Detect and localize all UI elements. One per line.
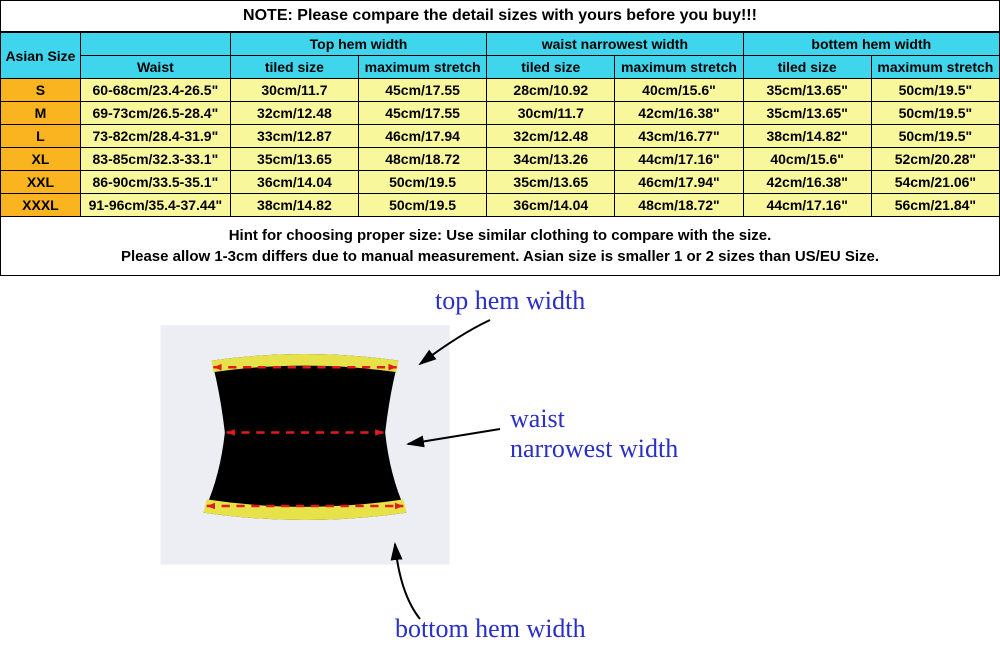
cell: 44cm/17.16" [615,148,743,171]
cell: 40cm/15.6" [615,79,743,102]
cell: 50cm/19.5 [359,194,487,217]
cell: 46cm/17.94" [615,171,743,194]
th-spacer [80,33,230,56]
size-table: Asian Size Top hem width waist narrowest… [0,32,1000,217]
cell: 35cm/13.65 [230,148,358,171]
cell: 50cm/19.5 [359,171,487,194]
cell: 34cm/13.26 [487,148,615,171]
cell: XXXL [1,194,81,217]
label-waist: waist [510,404,565,434]
th-bottom-hem: bottem hem width [743,33,999,56]
cell: 52cm/20.28" [871,148,999,171]
cell: 46cm/17.94 [359,125,487,148]
garment-shape [170,354,440,544]
table-row: XXL86-90cm/33.5-35.1"36cm/14.0450cm/19.5… [1,171,1000,194]
cell: 50cm/19.5" [871,102,999,125]
cell: XXL [1,171,81,194]
th-tiled: tiled size [743,56,871,79]
hint-text: Hint for choosing proper size: Use simil… [0,217,1000,276]
cell: 40cm/15.6" [743,148,871,171]
th-max: maximum stretch [871,56,999,79]
note-banner: NOTE: Please compare the detail sizes wi… [0,0,1000,32]
th-max: maximum stretch [359,56,487,79]
cell: 54cm/21.06" [871,171,999,194]
th-max: maximum stretch [615,56,743,79]
hint-line-1: Hint for choosing proper size: Use simil… [229,227,772,244]
table-row: L73-82cm/28.4-31.9"33cm/12.8746cm/17.943… [1,125,1000,148]
cell: 36cm/14.04 [230,171,358,194]
cell: 56cm/21.84" [871,194,999,217]
cell: 35cm/13.65" [743,102,871,125]
cell: 38cm/14.82 [230,194,358,217]
th-asian-size: Asian Size [1,33,81,79]
cell: 45cm/17.55 [359,79,487,102]
th-tiled: tiled size [230,56,358,79]
cell: 35cm/13.65 [487,171,615,194]
cell: 30cm/11.7 [230,79,358,102]
th-waist: Waist [80,56,230,79]
cell: 30cm/11.7 [487,102,615,125]
cell: 32cm/12.48 [230,102,358,125]
cell: M [1,102,81,125]
cell: L [1,125,81,148]
table-row: S60-68cm/23.4-26.5"30cm/11.745cm/17.5528… [1,79,1000,102]
label-bottom-hem: bottom hem width [395,614,586,644]
th-waist-narrow: waist narrowest width [487,33,743,56]
cell: 86-90cm/33.5-35.1" [80,171,230,194]
cell: 50cm/19.5" [871,125,999,148]
cell: 73-82cm/28.4-31.9" [80,125,230,148]
cell: 38cm/14.82" [743,125,871,148]
cell: 42cm/16.38" [615,102,743,125]
cell: 28cm/10.92 [487,79,615,102]
cell: 91-96cm/35.4-37.44" [80,194,230,217]
cell: 42cm/16.38" [743,171,871,194]
cell: 33cm/12.87 [230,125,358,148]
cell: 43cm/16.77" [615,125,743,148]
cell: 36cm/14.04 [487,194,615,217]
cell: 32cm/12.48 [487,125,615,148]
label-top-hem: top hem width [435,286,585,316]
cell: 48cm/18.72 [359,148,487,171]
table-row: XL83-85cm/32.3-33.1"35cm/13.6548cm/18.72… [1,148,1000,171]
th-tiled: tiled size [487,56,615,79]
cell: 44cm/17.16" [743,194,871,217]
cell: 48cm/18.72" [615,194,743,217]
cell: 50cm/19.5" [871,79,999,102]
th-top-hem: Top hem width [230,33,486,56]
cell: S [1,79,81,102]
cell: 35cm/13.65" [743,79,871,102]
cell: 83-85cm/32.3-33.1" [80,148,230,171]
measurement-diagram: top hem width waist narrowest width bott… [0,284,1000,664]
cell: XL [1,148,81,171]
hint-line-2: Please allow 1-3cm differs due to manual… [121,248,879,265]
cell: 60-68cm/23.4-26.5" [80,79,230,102]
table-row: XXXL91-96cm/35.4-37.44"38cm/14.8250cm/19… [1,194,1000,217]
connector-arrows [0,284,1000,664]
cell: 45cm/17.55 [359,102,487,125]
table-row: M69-73cm/26.5-28.4"32cm/12.4845cm/17.553… [1,102,1000,125]
cell: 69-73cm/26.5-28.4" [80,102,230,125]
label-narrowest: narrowest width [510,434,678,464]
